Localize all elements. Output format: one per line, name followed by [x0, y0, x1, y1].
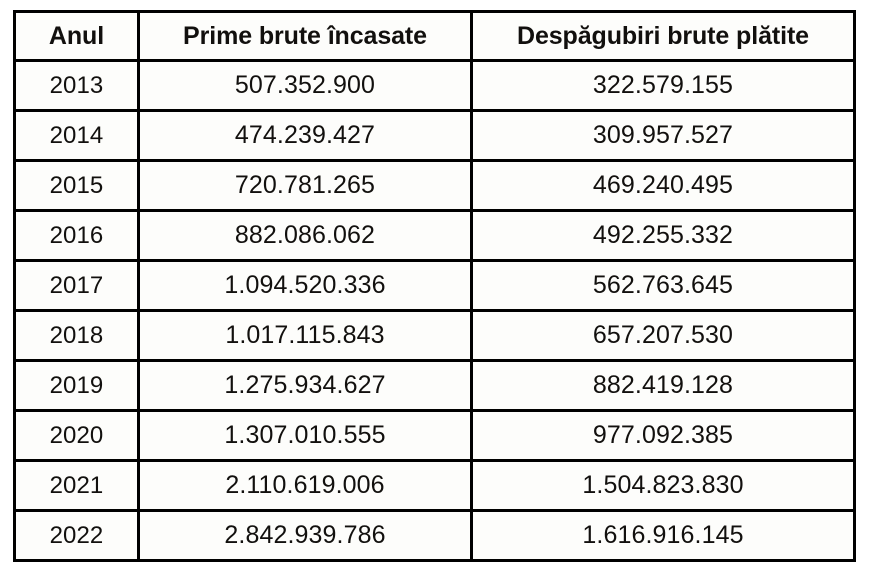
cell-year: 2016 [13, 209, 140, 262]
cell-desp: 322.579.155 [470, 59, 856, 112]
column-header-desp: Despăgubiri brute plătite [470, 10, 856, 62]
cell-year: 2020 [13, 409, 140, 462]
column-header-year: Anul [13, 10, 140, 62]
cell-year: 2018 [13, 309, 140, 362]
cell-year: 2021 [13, 459, 140, 512]
table-row: 2020 1.307.010.555 977.092.385 [13, 409, 856, 462]
cell-year: 2022 [13, 509, 140, 562]
table-container: Anul Prime brute încasate Despăgubiri br… [13, 10, 856, 562]
cell-prime: 2.110.619.006 [137, 459, 473, 512]
table-row: 2014 474.239.427 309.957.527 [13, 109, 856, 162]
table-row: 2016 882.086.062 492.255.332 [13, 209, 856, 262]
cell-prime: 720.781.265 [137, 159, 473, 212]
cell-prime: 1.017.115.843 [137, 309, 473, 362]
table-row: 2022 2.842.939.786 1.616.916.145 [13, 509, 856, 562]
cell-desp: 562.763.645 [470, 259, 856, 312]
cell-prime: 2.842.939.786 [137, 509, 473, 562]
cell-prime: 1.307.010.555 [137, 409, 473, 462]
table-body: 2013 507.352.900 322.579.155 2014 474.23… [13, 59, 856, 562]
cell-desp: 1.504.823.830 [470, 459, 856, 512]
table-header-row: Anul Prime brute încasate Despăgubiri br… [13, 10, 856, 62]
cell-desp: 309.957.527 [470, 109, 856, 162]
table-header: Anul Prime brute încasate Despăgubiri br… [13, 10, 856, 62]
column-header-prime: Prime brute încasate [137, 10, 473, 62]
cell-year: 2017 [13, 259, 140, 312]
cell-desp: 657.207.530 [470, 309, 856, 362]
cell-desp: 882.419.128 [470, 359, 856, 412]
cell-desp: 977.092.385 [470, 409, 856, 462]
cell-prime: 1.275.934.627 [137, 359, 473, 412]
cell-desp: 1.616.916.145 [470, 509, 856, 562]
cell-year: 2013 [13, 59, 140, 112]
cell-desp: 492.255.332 [470, 209, 856, 262]
insurance-data-table: Anul Prime brute încasate Despăgubiri br… [13, 10, 856, 562]
cell-prime: 882.086.062 [137, 209, 473, 262]
cell-prime: 507.352.900 [137, 59, 473, 112]
cell-year: 2015 [13, 159, 140, 212]
table-row: 2015 720.781.265 469.240.495 [13, 159, 856, 212]
cell-prime: 1.094.520.336 [137, 259, 473, 312]
table-row: 2021 2.110.619.006 1.504.823.830 [13, 459, 856, 512]
table-row: 2019 1.275.934.627 882.419.128 [13, 359, 856, 412]
table-row: 2017 1.094.520.336 562.763.645 [13, 259, 856, 312]
table-row: 2018 1.017.115.843 657.207.530 [13, 309, 856, 362]
cell-year: 2014 [13, 109, 140, 162]
cell-prime: 474.239.427 [137, 109, 473, 162]
table-row: 2013 507.352.900 322.579.155 [13, 59, 856, 112]
cell-desp: 469.240.495 [470, 159, 856, 212]
cell-year: 2019 [13, 359, 140, 412]
